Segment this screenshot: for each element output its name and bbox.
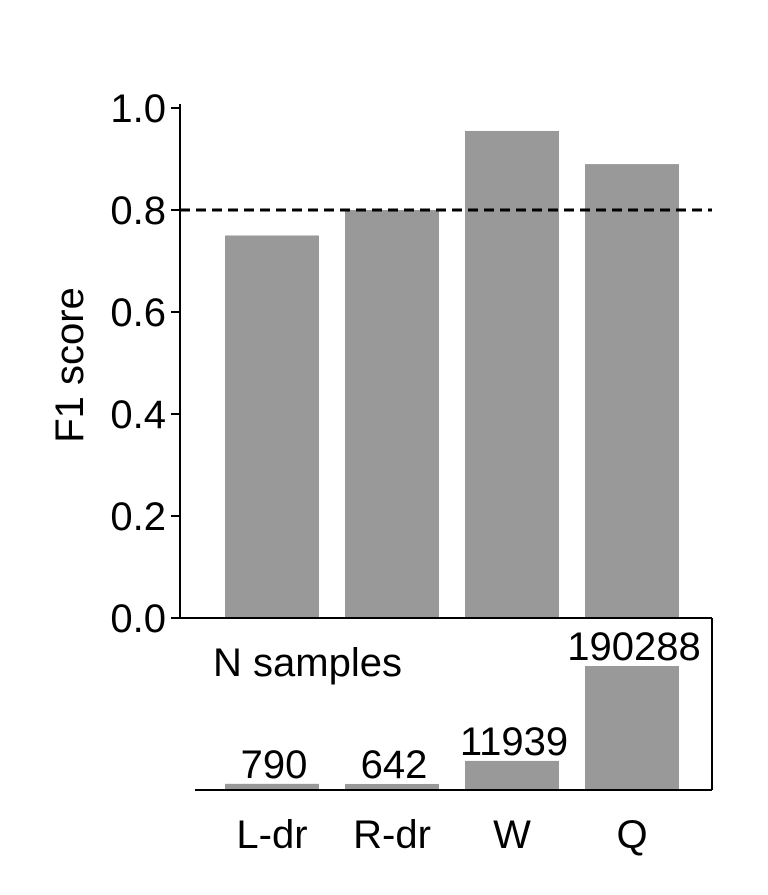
- sample-bar-R-dr: [345, 783, 439, 790]
- sample-count-label: 642: [361, 743, 428, 787]
- sample-count-label: 190288: [567, 625, 700, 669]
- category-label: Q: [616, 813, 647, 857]
- f1-bars: [225, 130, 679, 618]
- category-label: W: [493, 813, 531, 857]
- y-tick-label: 0.6: [110, 291, 166, 335]
- y-tick-label: 0.0: [110, 597, 166, 641]
- sample-bars: [225, 666, 679, 790]
- sample-count-label: 11939: [460, 720, 568, 764]
- y-tick-label: 0.2: [110, 495, 166, 539]
- category-label: R-dr: [353, 813, 431, 857]
- sample-count-label: 790: [241, 743, 308, 787]
- axis-lines: [171, 104, 713, 791]
- f1-bar-R-dr: [345, 210, 439, 618]
- f1-bar-W: [465, 130, 559, 618]
- y-axis-label: F1 score: [48, 287, 92, 443]
- sample-bar-L-dr: [225, 783, 319, 790]
- category-label: L-dr: [236, 813, 307, 857]
- sample-panel-title: N samples: [213, 641, 402, 685]
- y-tick-label: 1.0: [110, 87, 166, 131]
- sample-bar-Q: [585, 666, 679, 790]
- y-tick-label: 0.4: [110, 393, 166, 437]
- f1-bar-Q: [585, 164, 679, 618]
- y-axis: 0.0 0.2 0.4 0.6 0.8 1.0: [110, 87, 180, 641]
- sample-count-labels: 790 642 11939 190288: [241, 625, 701, 787]
- sample-bar-W: [465, 760, 559, 790]
- category-labels: L-dr R-dr W Q: [236, 813, 647, 857]
- f1-bar-L-dr: [225, 235, 319, 618]
- y-tick-label: 0.8: [110, 189, 166, 233]
